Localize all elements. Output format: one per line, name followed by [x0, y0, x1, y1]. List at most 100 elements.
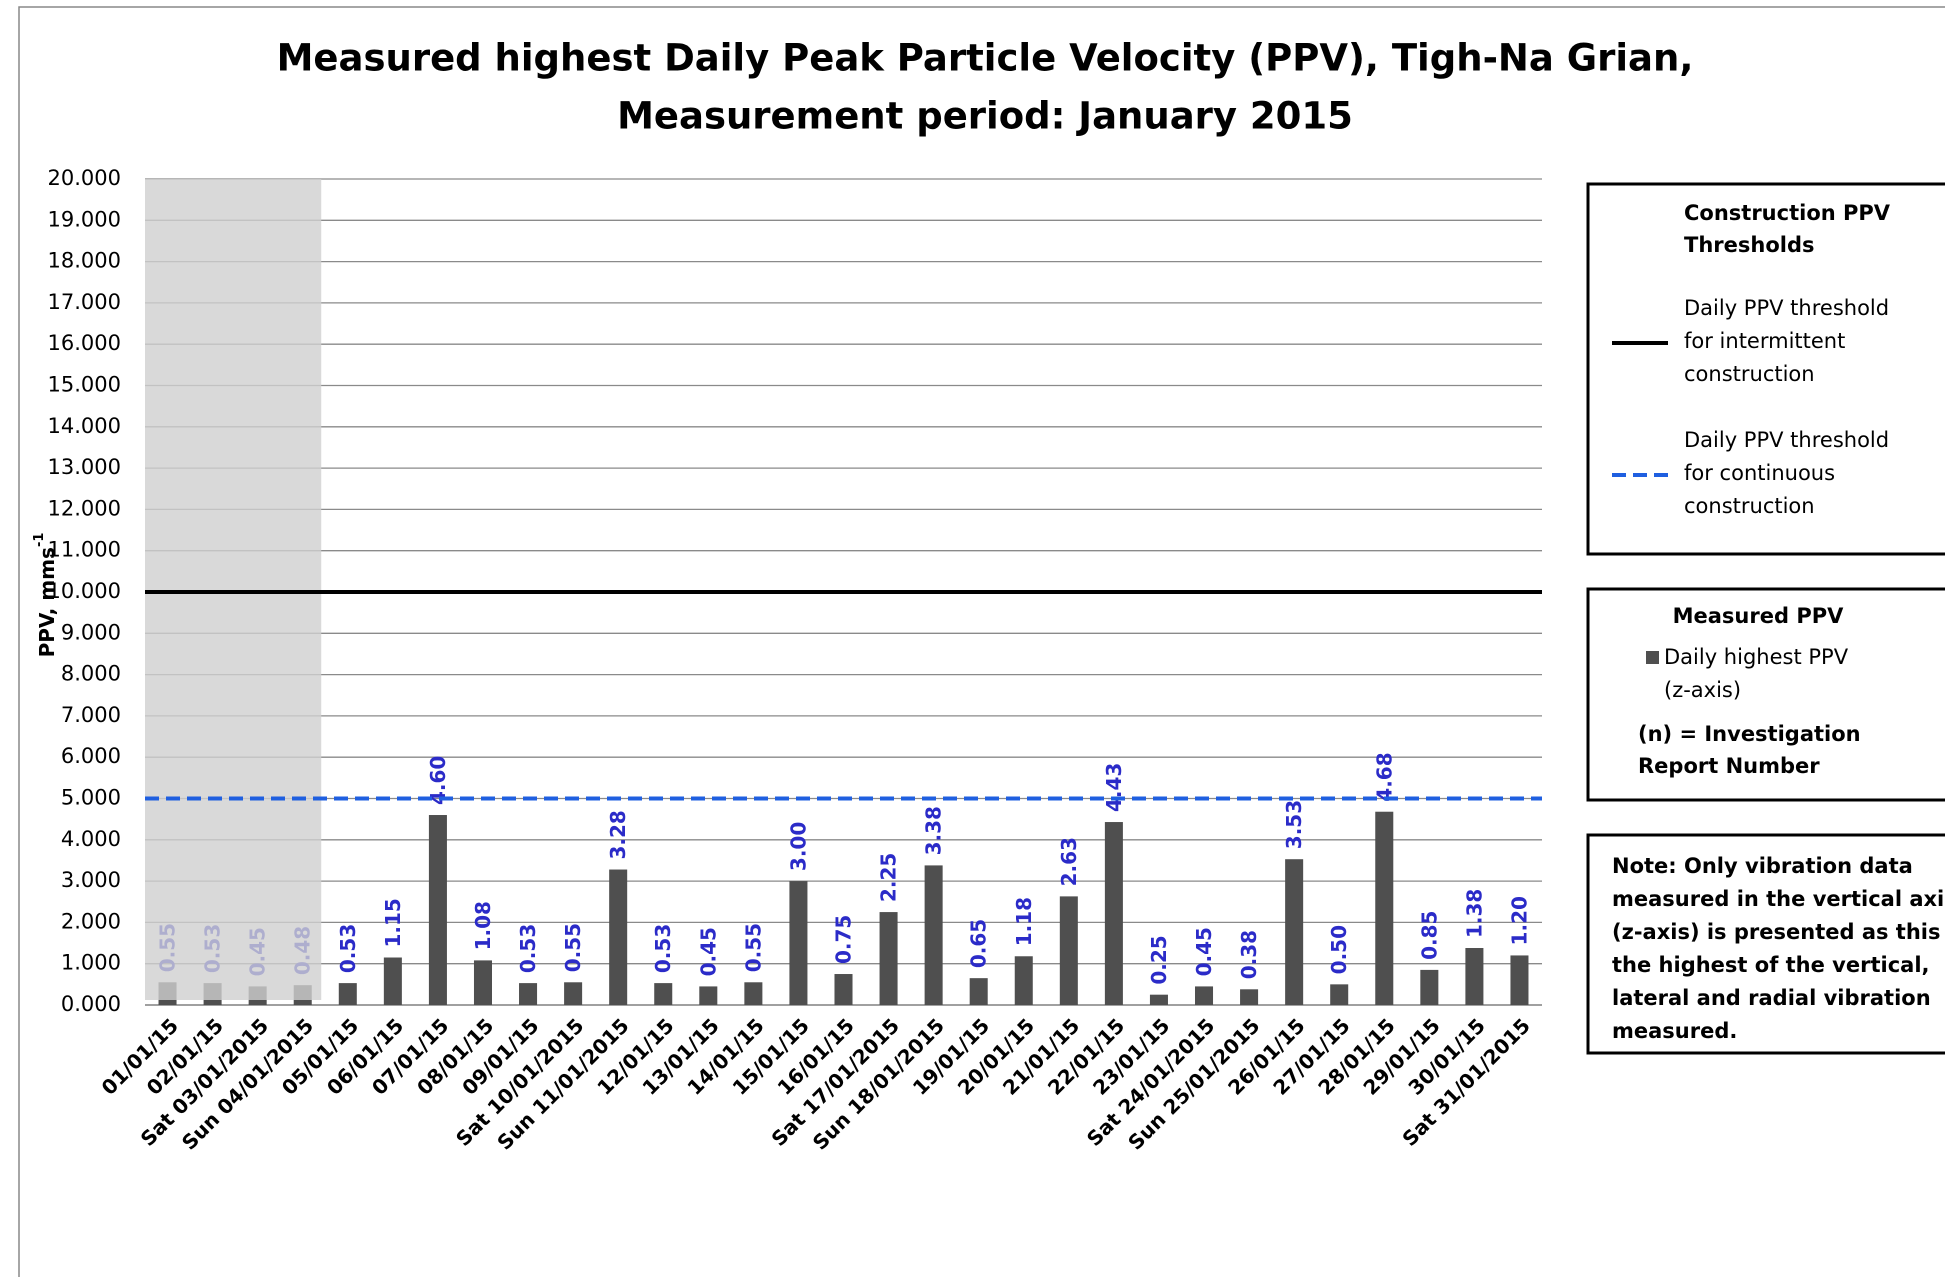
legend-swatch: [1646, 651, 1659, 664]
bar: [1014, 956, 1033, 1005]
y-tick-label: 14.000: [48, 414, 121, 438]
bar: [744, 982, 763, 1005]
value-label: 1.15: [381, 898, 405, 947]
value-label: 0.45: [1192, 927, 1216, 976]
value-label: 0.55: [741, 923, 765, 972]
legend-entry-line: (z-axis): [1664, 678, 1741, 702]
value-label: 0.65: [967, 919, 991, 968]
bar: [519, 983, 538, 1005]
y-tick-label: 17.000: [48, 290, 121, 314]
legend-entry-line: construction: [1684, 494, 1815, 518]
legend-entry-line: Daily highest PPV: [1664, 645, 1849, 669]
legend-entry-line: for intermittent: [1684, 329, 1845, 353]
legend-title-line: Thresholds: [1684, 233, 1814, 257]
note-text-line: lateral and radial vibration: [1612, 986, 1931, 1010]
bar: [609, 869, 628, 1005]
y-tick-label: 10.000: [48, 579, 121, 603]
value-label: 3.28: [606, 810, 630, 859]
note-label: Note:: [1612, 854, 1677, 878]
bar: [1285, 859, 1304, 1005]
bar: [1510, 955, 1529, 1005]
bar: [879, 912, 898, 1005]
y-tick-label: 19.000: [48, 207, 121, 231]
value-label: 0.53: [651, 924, 675, 973]
legend-entry-line: construction: [1684, 362, 1815, 386]
value-label: 0.45: [696, 927, 720, 976]
y-axis-label: PPV, mms-1: [32, 533, 59, 658]
y-tick-label: 18.000: [48, 249, 121, 273]
bar: [428, 815, 447, 1005]
legend-note: (n) = Investigation Report Number: [1638, 722, 1861, 778]
note-text-line: measured.: [1612, 1019, 1737, 1043]
threshold-legend-box: [1586, 182, 1945, 556]
bar: [1240, 989, 1259, 1005]
value-label: 3.00: [786, 822, 810, 871]
chart-title: Measured highest Daily Peak Particle Vel…: [277, 37, 1694, 80]
value-label: 0.50: [1327, 925, 1351, 974]
bar: [834, 974, 853, 1005]
value-label: 2.25: [877, 853, 901, 902]
value-label: 2.63: [1057, 837, 1081, 886]
bar: [1420, 969, 1439, 1005]
y-tick-label: 9.000: [61, 620, 121, 644]
y-tick-label: 13.000: [48, 455, 121, 479]
note-text-line: the highest of the vertical,: [1612, 953, 1930, 977]
bar: [1059, 896, 1078, 1005]
legend-entry: Daily PPV threshold for continuous constru…: [1684, 428, 1889, 518]
y-label-text: PPV, mms: [35, 547, 59, 657]
legend-entry: Daily PPV threshold for intermittent const…: [1684, 296, 1889, 386]
bar: [1195, 986, 1214, 1005]
value-label: 0.25: [1147, 935, 1171, 984]
bar: [699, 986, 718, 1005]
y-tick-label: 11.000: [48, 538, 121, 562]
legend-entry: Daily highest PPV (z-axis): [1664, 645, 1849, 702]
value-label: 4.68: [1372, 752, 1396, 801]
y-tick-label: 6.000: [61, 744, 121, 768]
y-tick-label: 0.000: [61, 992, 121, 1016]
legend-title: Measured PPV: [1673, 604, 1844, 628]
bar: [338, 983, 357, 1005]
bar: [924, 865, 943, 1005]
value-label: 1.38: [1462, 889, 1486, 938]
legend-note-line: (n) = Investigation: [1638, 722, 1861, 746]
y-tick-label: 8.000: [61, 662, 121, 686]
bar: [1465, 948, 1484, 1005]
value-label: 0.38: [1237, 930, 1261, 979]
y-tick-label: 4.000: [61, 827, 121, 851]
value-label: 0.53: [336, 924, 360, 973]
legend-entry-line: Daily PPV threshold: [1684, 296, 1889, 320]
value-label: 3.38: [922, 806, 946, 855]
bar: [564, 982, 583, 1005]
chart-subtitle: Measurement period: January 2015: [617, 95, 1353, 138]
bar: [1104, 822, 1123, 1005]
bar: [654, 983, 673, 1005]
value-label: 1.08: [471, 901, 495, 950]
value-label: 0.85: [1417, 911, 1441, 960]
bar: [789, 881, 808, 1005]
y-tick-label: 3.000: [61, 868, 121, 892]
bar: [473, 960, 492, 1005]
legend-title-line: Construction PPV: [1684, 201, 1891, 225]
bar: [1149, 994, 1168, 1005]
bar: [1375, 811, 1394, 1005]
value-label: 1.20: [1507, 896, 1531, 945]
legend-entry-line: Daily PPV threshold: [1684, 428, 1889, 452]
shaded-region: [145, 179, 322, 1000]
frame: [18, 6, 1945, 1277]
value-label: 3.53: [1282, 800, 1306, 849]
legend-note-line: Report Number: [1638, 754, 1820, 778]
y-tick-label: 20.000: [48, 166, 121, 190]
y-label-superscript: -1: [32, 533, 47, 547]
legend-title: Construction PPV Thresholds: [1684, 201, 1891, 257]
y-tick-label: 1.000: [61, 951, 121, 975]
legend-entry-line: for continuous: [1684, 461, 1835, 485]
y-tick-label: 16.000: [48, 331, 121, 355]
bar: [1330, 984, 1349, 1005]
bar: [383, 957, 402, 1005]
value-label: 1.18: [1012, 897, 1036, 946]
note-text-line: measured in the vertical axis: [1612, 887, 1945, 911]
y-tick-label: 7.000: [61, 703, 121, 727]
note-box: [1586, 833, 1945, 1055]
y-tick-label: 5.000: [61, 786, 121, 810]
